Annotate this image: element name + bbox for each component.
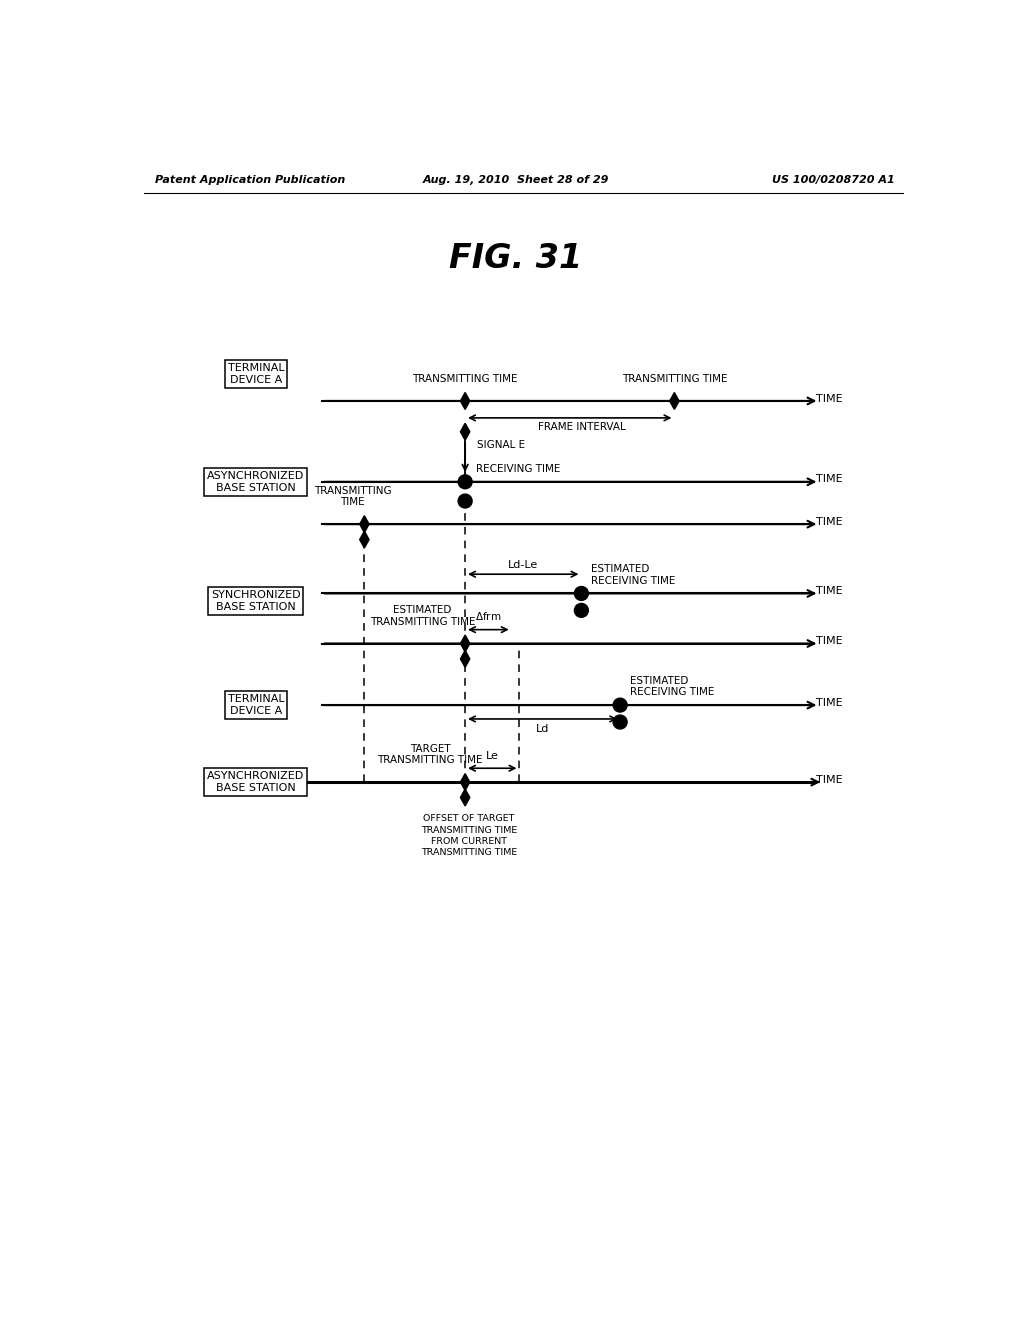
Text: FRAME INTERVAL: FRAME INTERVAL: [538, 422, 626, 432]
Circle shape: [613, 698, 627, 711]
Text: ESTIMATED
RECEIVING TIME: ESTIMATED RECEIVING TIME: [592, 564, 676, 586]
Polygon shape: [461, 392, 470, 409]
Text: TIME: TIME: [816, 474, 843, 484]
Text: SIGNAL E: SIGNAL E: [477, 441, 525, 450]
Text: TIME: TIME: [816, 517, 843, 527]
Polygon shape: [359, 531, 369, 548]
Text: Aug. 19, 2010  Sheet 28 of 29: Aug. 19, 2010 Sheet 28 of 29: [422, 176, 608, 185]
Text: Le: Le: [485, 751, 499, 760]
Circle shape: [458, 475, 472, 488]
Text: TERMINAL
DEVICE A: TERMINAL DEVICE A: [227, 363, 285, 385]
Circle shape: [574, 603, 589, 618]
Text: TRANSMITTING
TIME: TRANSMITTING TIME: [314, 486, 391, 507]
Polygon shape: [461, 651, 470, 668]
Polygon shape: [461, 424, 470, 441]
Text: SYNCHRONIZED
BASE STATION: SYNCHRONIZED BASE STATION: [211, 590, 301, 612]
Text: $\Delta$frm: $\Delta$frm: [475, 610, 502, 622]
Text: TIME: TIME: [816, 775, 843, 785]
Text: FIG. 31: FIG. 31: [449, 242, 582, 275]
Text: OFFSET OF TARGET
TRANSMITTING TIME
FROM CURRENT
TRANSMITTING TIME: OFFSET OF TARGET TRANSMITTING TIME FROM …: [421, 814, 517, 857]
Circle shape: [458, 494, 472, 508]
Text: ASYNCHRONIZED
BASE STATION: ASYNCHRONIZED BASE STATION: [207, 471, 304, 492]
Text: TARGET
TRANSMITTING TIME: TARGET TRANSMITTING TIME: [378, 743, 483, 766]
Text: US 100/0208720 A1: US 100/0208720 A1: [772, 176, 895, 185]
Text: TRANSMITTING TIME: TRANSMITTING TIME: [413, 374, 518, 384]
Text: Patent Application Publication: Patent Application Publication: [155, 176, 345, 185]
Polygon shape: [359, 516, 369, 533]
Text: ASYNCHRONIZED
BASE STATION: ASYNCHRONIZED BASE STATION: [207, 771, 304, 793]
Text: TERMINAL
DEVICE A: TERMINAL DEVICE A: [227, 694, 285, 717]
Text: Ld-Le: Ld-Le: [508, 561, 539, 570]
Text: TRANSMITTING TIME: TRANSMITTING TIME: [622, 374, 727, 384]
Text: RECEIVING TIME: RECEIVING TIME: [476, 465, 560, 474]
Circle shape: [574, 586, 589, 601]
Text: TIME: TIME: [816, 393, 843, 404]
Polygon shape: [461, 774, 470, 791]
Text: Ld: Ld: [536, 725, 549, 734]
Polygon shape: [461, 789, 470, 807]
Polygon shape: [670, 392, 679, 409]
Text: ESTIMATED
RECEIVING TIME: ESTIMATED RECEIVING TIME: [630, 676, 715, 697]
Text: TIME: TIME: [816, 698, 843, 708]
Text: ESTIMATED
TRANSMITTING TIME: ESTIMATED TRANSMITTING TIME: [370, 605, 475, 627]
Polygon shape: [461, 635, 470, 652]
Text: TIME: TIME: [816, 586, 843, 597]
Text: TIME: TIME: [816, 636, 843, 647]
Circle shape: [613, 715, 627, 729]
